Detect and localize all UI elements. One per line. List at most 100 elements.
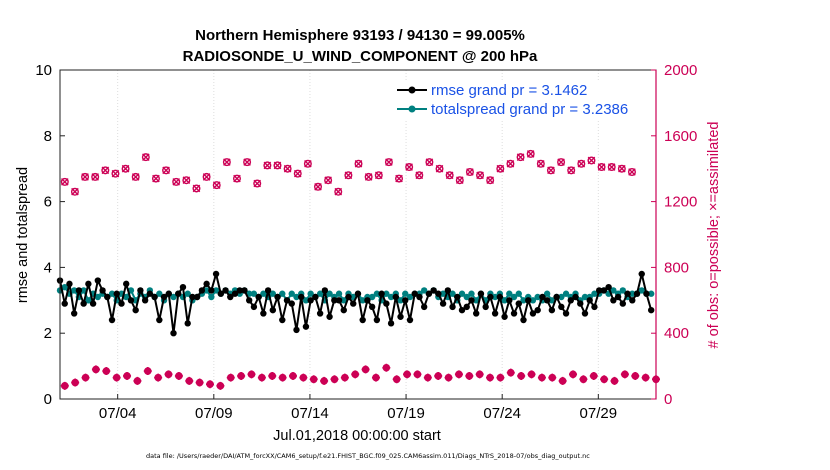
rmse-point <box>477 290 485 297</box>
rmse-point <box>586 297 593 304</box>
obs-assimilated-cross <box>435 164 444 173</box>
rmse-point <box>406 316 414 324</box>
rmse-point <box>80 300 87 307</box>
rmse-point <box>113 290 120 297</box>
rmse-point <box>558 303 565 311</box>
obs-possible-point <box>202 172 211 181</box>
spread-point <box>397 297 404 304</box>
obs-possible-point <box>91 172 100 181</box>
obs-possible-point <box>395 174 404 183</box>
obs-assimilated-cross <box>91 365 100 374</box>
obs-assimilated-cross <box>527 370 536 379</box>
obs-assimilated-cross <box>579 375 588 384</box>
spread-point <box>406 293 414 301</box>
spread-point <box>629 290 636 297</box>
obs-possible-point <box>546 166 555 175</box>
obs-assimilated-cross <box>600 375 609 384</box>
obs-assimilated-cross <box>71 187 79 196</box>
obs-possible-point <box>303 159 312 168</box>
rmse-point <box>99 287 106 294</box>
obs-assimilated-cross <box>202 173 211 181</box>
obs-assimilated-cross <box>344 171 353 180</box>
rmse-point <box>212 270 220 278</box>
spread-point <box>340 297 347 304</box>
spread-point <box>449 290 456 297</box>
obs-assimilated-cross <box>61 178 69 186</box>
obs-assimilated-cross <box>206 380 215 389</box>
rmse-point <box>496 293 504 301</box>
right-tick-label: 2000 <box>664 62 697 79</box>
spread-point <box>368 293 376 301</box>
obs-assimilated-cross <box>91 173 99 181</box>
obs-assimilated-cross <box>423 373 432 382</box>
obs-assimilated-cross <box>233 174 241 183</box>
obs-assimilated-cross <box>577 159 586 168</box>
spread-point <box>420 287 428 294</box>
rmse-point <box>132 306 139 314</box>
rmse-point <box>378 290 385 297</box>
obs-possible-point <box>374 171 383 180</box>
obs-assimilated-cross <box>299 373 308 382</box>
obs-possible-point <box>557 158 566 167</box>
obs-assimilated-cross <box>516 153 525 161</box>
obs-assimilated-cross <box>111 169 120 178</box>
rmse-point <box>335 297 343 304</box>
obs-assimilated-cross <box>216 381 225 390</box>
rmse-point <box>454 293 461 301</box>
rmse-point <box>108 316 116 324</box>
obs-assimilated-cross <box>152 174 160 183</box>
spread-point <box>61 283 68 291</box>
spread-point <box>70 287 78 294</box>
rmse-point <box>539 293 546 301</box>
spread-point <box>610 287 617 294</box>
obs-assimilated-cross <box>641 373 650 382</box>
spread-point <box>468 290 475 297</box>
rmse-point <box>141 297 149 304</box>
left-tick-label: 2 <box>44 325 52 342</box>
spread-point <box>85 297 92 304</box>
rmse-point <box>307 297 314 304</box>
rmse-point <box>482 303 489 311</box>
obs-assimilated-cross <box>547 166 555 175</box>
rmse-point <box>553 293 560 301</box>
spread-point <box>491 293 499 301</box>
obs-assimilated-cross <box>620 370 629 379</box>
obs-possible-point <box>70 187 79 196</box>
obs-assimilated-cross <box>445 171 454 180</box>
obs-assimilated-cross <box>226 373 235 382</box>
obs-assimilated-cross <box>304 159 312 168</box>
rmse-point <box>245 297 253 304</box>
obs-assimilated-cross <box>618 164 626 173</box>
rmse-point <box>487 293 494 301</box>
obs-possible-point <box>476 171 485 180</box>
rmse-point <box>146 290 154 297</box>
rmse-point <box>151 293 158 301</box>
obs-possible-point <box>425 158 434 167</box>
left-tick-label: 0 <box>44 391 52 408</box>
obs-possible-point <box>314 182 323 191</box>
spread-point <box>439 290 447 297</box>
obs-possible-point <box>212 181 221 190</box>
rmse-point <box>89 300 97 307</box>
rmse-point <box>411 290 418 297</box>
rmse-point <box>345 293 352 301</box>
rmse-point <box>288 300 295 307</box>
obs-assimilated-cross <box>587 156 596 165</box>
obs-possible-point <box>354 159 363 168</box>
obs-possible-point <box>243 158 252 167</box>
rmse-point <box>430 287 437 294</box>
obs-possible-point <box>273 161 282 170</box>
rmse-point <box>529 310 537 317</box>
obs-assimilated-cross <box>597 163 606 171</box>
obs-possible-point <box>101 166 110 175</box>
obs-possible-point <box>577 159 586 168</box>
obs-possible-point <box>232 174 241 183</box>
spread-point <box>326 290 333 297</box>
spread-point <box>534 293 541 301</box>
obs-assimilated-cross <box>628 168 636 176</box>
obs-assimilated-cross <box>371 373 380 382</box>
obs-assimilated-cross <box>548 373 557 382</box>
spread-point <box>156 290 163 297</box>
rmse-point <box>217 290 225 297</box>
rmse-point <box>449 303 456 311</box>
